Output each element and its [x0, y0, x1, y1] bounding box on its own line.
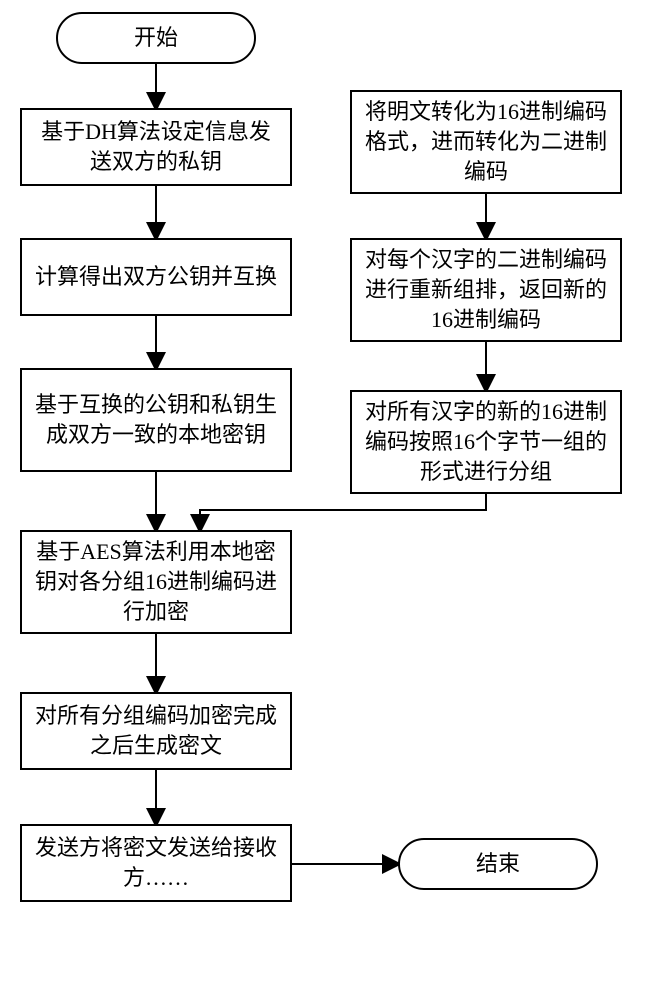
step-binary-regroup: 对每个汉字的二进制编码进行重新组排，返回新的16进制编码	[350, 238, 622, 342]
step-aes-encrypt: 基于AES算法利用本地密钥对各分组16进制编码进行加密	[20, 530, 292, 634]
end-terminal: 结束	[398, 838, 598, 890]
step-plaintext-to-hex: 将明文转化为16进制编码格式，进而转化为二进制编码	[350, 90, 622, 194]
step-dh-private-key: 基于DH算法设定信息发送双方的私钥	[20, 108, 292, 186]
step-ciphertext-gen: 对所有分组编码加密完成之后生成密文	[20, 692, 292, 770]
step-send-ciphertext: 发送方将密文发送给接收方……	[20, 824, 292, 902]
step-public-key-exchange: 计算得出双方公钥并互换	[20, 238, 292, 316]
start-terminal: 开始	[56, 12, 256, 64]
step-local-key-gen: 基于互换的公钥和私钥生成双方一致的本地密钥	[20, 368, 292, 472]
step-group-16bytes: 对所有汉字的新的16进制编码按照16个字节一组的形式进行分组	[350, 390, 622, 494]
